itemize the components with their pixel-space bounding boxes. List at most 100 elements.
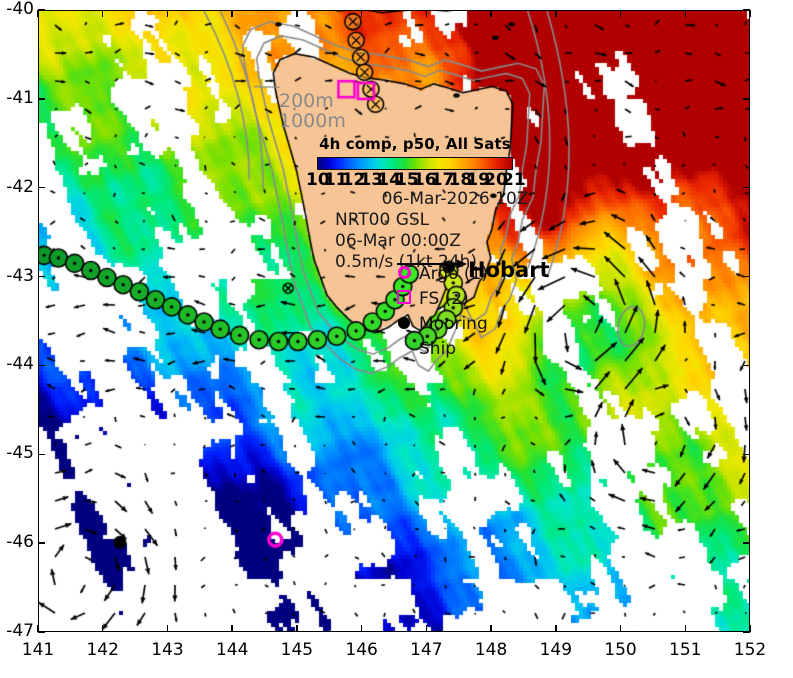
x-tick-top <box>619 10 622 17</box>
y-tick-right <box>743 631 750 633</box>
y-axis-label: -44 <box>6 354 34 375</box>
y-tick <box>38 9 45 11</box>
map-plot-area[interactable]: 200m 1000m 4h comp, p50, All Sats 10 11 12… <box>38 10 750 632</box>
legend-label-fs: FS (2) <box>419 288 469 309</box>
colorbar-tick: 17 <box>430 170 455 190</box>
colorbar-tick: 21 <box>502 170 526 190</box>
x-axis-label: 144 <box>215 640 249 660</box>
colorbar-tick: 20 <box>484 170 508 190</box>
y-tick <box>38 542 45 544</box>
legend-label-ship: Ship <box>419 338 457 359</box>
colorbar-tick: 10 <box>306 170 330 190</box>
x-tick-top <box>555 10 557 17</box>
x-tick <box>360 625 363 632</box>
colorbar-tick: 14 <box>377 170 401 190</box>
argo-circle-icon <box>389 264 419 283</box>
y-tick <box>38 453 45 456</box>
x-tick <box>296 625 298 632</box>
x-tick <box>555 625 557 632</box>
x-tick <box>749 625 751 632</box>
info-valid-time: 06-Mar-2026 10Z <box>381 189 529 209</box>
colorbar-tick: 19 <box>466 170 491 190</box>
y-tick <box>38 186 45 189</box>
colorbar-tick: 11 <box>323 170 348 190</box>
vector-scale-arrow-icon <box>397 259 467 269</box>
x-axis-label: 150 <box>604 640 637 660</box>
x-tick <box>684 625 687 632</box>
legend-label-argo: Argo (1) <box>419 263 488 284</box>
colorbar-tick-labels: 10 11 12 13 14 15 16 17 18 19 20 21 <box>306 170 526 192</box>
x-tick-top <box>425 10 428 17</box>
y-tick <box>38 364 45 367</box>
info-text-block: 06-Mar-2026 10Z NRT00 GSL 06-Mar 00:00Z … <box>335 189 575 273</box>
mooring-dot-icon <box>389 314 419 333</box>
x-tick <box>425 625 428 632</box>
x-axis-label: 151 <box>669 640 702 660</box>
y-axis-label: -40 <box>6 0 34 19</box>
x-tick-top <box>360 10 363 17</box>
x-tick-top <box>166 10 169 17</box>
y-axis-label: -45 <box>6 443 34 464</box>
contour-label-200m: 200m <box>279 90 334 112</box>
x-tick-top <box>684 10 687 17</box>
y-tick-right <box>743 364 750 367</box>
x-tick <box>619 625 622 632</box>
colorbar-block: 4h comp, p50, All Sats 10 11 12 13 14 15 16 17 1… <box>303 135 527 192</box>
x-axis-label: 148 <box>474 640 508 660</box>
legend-item-argo: Argo (1) <box>389 261 549 286</box>
x-axis-label: 149 <box>539 640 573 660</box>
y-axis-label: -41 <box>6 87 34 108</box>
y-tick-right <box>743 98 750 100</box>
colorbar-tick: 18 <box>448 170 473 190</box>
place-label-hobart: Hobart <box>468 258 550 282</box>
x-tick <box>231 625 233 632</box>
y-tick <box>38 631 45 633</box>
marker-legend: Argo (1) FS (2) Mooring Ship <box>389 261 549 361</box>
legend-item-mooring: Mooring <box>389 311 549 336</box>
y-tick-right <box>743 186 750 189</box>
x-tick-top <box>231 10 233 17</box>
x-tick <box>166 625 169 632</box>
x-axis-label: 143 <box>151 640 184 660</box>
info-vector-scale: 0.5m/s (1kt 24h) <box>335 252 477 272</box>
y-tick-right <box>743 9 750 11</box>
x-tick-top <box>749 10 751 17</box>
x-tick <box>101 625 104 632</box>
legend-label-mooring: Mooring <box>419 313 488 334</box>
y-axis-label: -43 <box>6 265 34 286</box>
y-tick <box>38 275 45 278</box>
x-axis-label: 145 <box>280 640 314 660</box>
y-tick <box>38 98 45 100</box>
info-product: NRT00 GSL <box>335 210 430 230</box>
x-tick <box>490 625 492 632</box>
fs-square-icon <box>389 289 419 308</box>
y-axis-label: -42 <box>6 176 34 197</box>
y-axis-label: -46 <box>6 532 34 553</box>
platform-marker-layer <box>39 11 749 631</box>
x-axis-label: 147 <box>410 640 443 660</box>
x-axis-label: 152 <box>733 640 767 660</box>
colorbar-tick: 16 <box>412 170 437 190</box>
legend-item-fs: FS (2) <box>389 286 549 311</box>
colorbar-tick: 12 <box>341 170 366 190</box>
info-current-time: 06-Mar 00:00Z <box>335 231 461 251</box>
y-tick-right <box>743 542 750 544</box>
colorbar-tick: 13 <box>359 170 384 190</box>
y-axis-label: -47 <box>6 621 34 641</box>
colorbar-title: 4h comp, p50, All Sats <box>319 135 511 153</box>
y-tick-right <box>743 275 750 278</box>
x-tick-top <box>101 10 104 17</box>
contour-label-1000m: 1000m <box>279 110 346 132</box>
x-axis-label: 142 <box>86 640 119 660</box>
credit-container: © IMOS 09-Mar-2026 16:40 Hobart; Tscale=… <box>769 254 791 674</box>
x-axis-label: 141 <box>21 640 55 660</box>
legend-item-ship: Ship <box>389 336 549 361</box>
x-tick-top <box>490 10 492 17</box>
colorbar-tick: 15 <box>395 170 419 190</box>
x-tick-top <box>296 10 298 17</box>
colorbar-gradient <box>317 157 513 170</box>
y-tick-right <box>743 453 750 456</box>
x-axis-label: 146 <box>345 640 378 660</box>
x-tick-top <box>37 10 39 17</box>
